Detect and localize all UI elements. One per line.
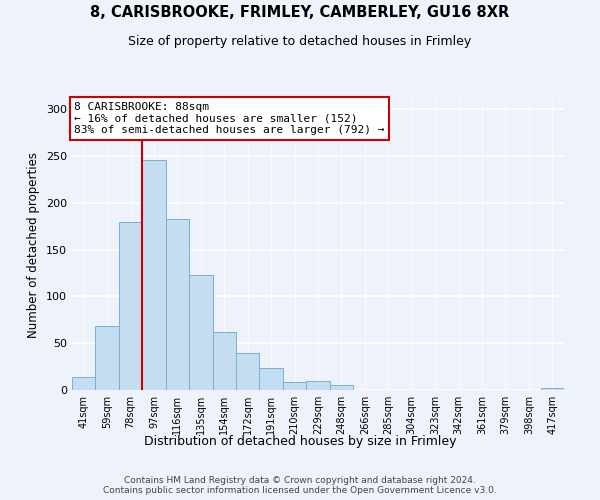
- Bar: [541, 388, 564, 390]
- Bar: [283, 382, 306, 390]
- Bar: [119, 222, 142, 390]
- Bar: [142, 160, 166, 390]
- Y-axis label: Number of detached properties: Number of detached properties: [28, 152, 40, 338]
- Bar: [236, 352, 259, 390]
- Bar: [189, 275, 212, 390]
- Text: Distribution of detached houses by size in Frimley: Distribution of detached houses by size …: [144, 435, 456, 448]
- Text: 8 CARISBROOKE: 88sqm
← 16% of detached houses are smaller (152)
83% of semi-deta: 8 CARISBROOKE: 88sqm ← 16% of detached h…: [74, 102, 385, 135]
- Text: 8, CARISBROOKE, FRIMLEY, CAMBERLEY, GU16 8XR: 8, CARISBROOKE, FRIMLEY, CAMBERLEY, GU16…: [91, 5, 509, 20]
- Bar: [306, 380, 330, 390]
- Text: Size of property relative to detached houses in Frimley: Size of property relative to detached ho…: [128, 35, 472, 48]
- Bar: [259, 368, 283, 390]
- Bar: [212, 332, 236, 390]
- Bar: [72, 377, 95, 390]
- Bar: [166, 219, 189, 390]
- Bar: [95, 326, 119, 390]
- Text: Contains HM Land Registry data © Crown copyright and database right 2024.
Contai: Contains HM Land Registry data © Crown c…: [103, 476, 497, 495]
- Bar: [330, 386, 353, 390]
